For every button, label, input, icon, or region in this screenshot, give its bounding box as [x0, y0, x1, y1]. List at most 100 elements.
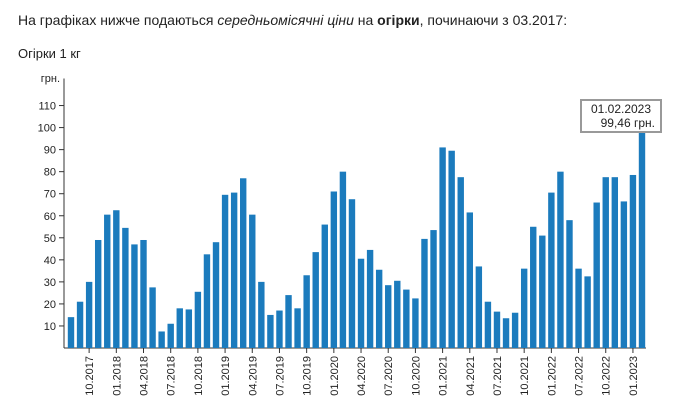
bar — [493, 311, 501, 348]
bar — [611, 177, 619, 348]
x-tick-label: 10.2020 — [410, 356, 422, 396]
intro-part: На графіках нижче подаються — [18, 12, 218, 28]
bar — [557, 171, 564, 348]
x-tick-label: 07.2018 — [166, 356, 178, 396]
bar — [258, 281, 265, 348]
bar — [85, 281, 93, 348]
y-tick-label: 100 — [38, 123, 56, 135]
x-tick-label: 01.2019 — [220, 356, 232, 396]
bar — [357, 258, 365, 348]
bar — [530, 226, 537, 348]
x-tick-label: 04.2021 — [465, 356, 477, 396]
bar — [575, 268, 582, 348]
bar — [285, 295, 292, 348]
bar — [339, 171, 347, 348]
tooltip-date: 01.02.2023 — [591, 102, 651, 116]
bar — [520, 268, 528, 348]
x-tick-label: 04.2019 — [247, 356, 259, 396]
bar — [548, 192, 555, 348]
x-tick-label: 07.2022 — [574, 356, 586, 396]
x-tick-label: 01.2021 — [438, 356, 450, 396]
y-tick-label: 90 — [44, 145, 56, 157]
x-tick-label: 07.2020 — [383, 356, 395, 396]
bar — [249, 214, 256, 348]
bar — [439, 147, 446, 348]
intro-italic: середньомісячні ціни — [217, 12, 354, 28]
bar — [149, 287, 156, 348]
x-tick-label: 04.2020 — [356, 356, 368, 396]
bar — [67, 317, 75, 348]
y-tick-label: 60 — [44, 211, 56, 223]
bar — [167, 323, 174, 348]
bar — [312, 252, 319, 348]
x-tick-label: 10.2021 — [519, 356, 531, 396]
y-tick-label: 70 — [44, 189, 56, 201]
y-tick-label: 30 — [44, 277, 56, 289]
bar — [593, 202, 600, 348]
x-tick-label: 01.2020 — [329, 356, 341, 396]
tooltip-value: 99,46 грн. — [601, 116, 655, 130]
bar — [403, 289, 410, 348]
bar — [176, 308, 183, 348]
y-unit: грн. — [41, 73, 60, 85]
bar — [203, 254, 211, 348]
bar — [620, 201, 628, 348]
bar — [303, 275, 310, 348]
bar — [113, 210, 120, 348]
bar — [638, 128, 646, 348]
bar — [212, 242, 220, 348]
bar — [276, 310, 283, 348]
bar — [475, 266, 483, 348]
bar — [122, 227, 129, 348]
bar — [448, 150, 455, 348]
bar — [194, 291, 202, 348]
bar — [267, 314, 274, 348]
bar — [104, 214, 111, 348]
bar — [466, 212, 473, 348]
y-tick-label: 10 — [44, 321, 56, 333]
bar — [348, 199, 356, 348]
x-tick-label: 10.2018 — [193, 356, 205, 396]
bar — [602, 177, 609, 348]
bar — [566, 220, 573, 348]
bar — [484, 301, 492, 348]
intro-bold: огірки — [377, 12, 420, 28]
bar — [375, 269, 383, 348]
x-tick-label: 01.2022 — [546, 356, 558, 396]
y-tick-label: 50 — [44, 233, 56, 245]
chart-subtitle: Огірки 1 кг — [18, 46, 81, 61]
bar — [294, 308, 301, 348]
bar — [629, 174, 637, 348]
bar — [539, 235, 546, 348]
bar — [94, 239, 102, 348]
bar — [185, 309, 193, 348]
y-tick-label: 110 — [38, 101, 56, 113]
x-tick-label: 01.2018 — [111, 356, 123, 396]
y-tick-label: 20 — [44, 299, 56, 311]
bar — [240, 178, 247, 348]
bar — [584, 276, 591, 348]
bar — [394, 280, 401, 348]
x-tick-label: 10.2019 — [302, 356, 314, 396]
bar — [131, 244, 138, 348]
bar — [457, 177, 464, 348]
bar — [421, 238, 428, 348]
bar — [158, 331, 165, 348]
intro-part: , починаючи з 03.2017: — [419, 12, 568, 28]
y-tick-label: 80 — [44, 167, 56, 179]
bar — [366, 249, 374, 348]
x-tick-label: 10.2017 — [84, 356, 96, 396]
bar — [140, 239, 147, 348]
intro-text: На графіках нижче подаються середньоміся… — [18, 12, 567, 28]
x-tick-label: 10.2022 — [601, 356, 613, 396]
bar — [511, 312, 519, 348]
bar — [412, 298, 419, 348]
x-tick-label: 01.2023 — [628, 356, 640, 396]
bar — [230, 192, 238, 348]
y-tick-label: 40 — [44, 255, 56, 267]
bar — [430, 230, 437, 348]
bar — [321, 224, 328, 348]
tooltip-box — [580, 99, 662, 133]
